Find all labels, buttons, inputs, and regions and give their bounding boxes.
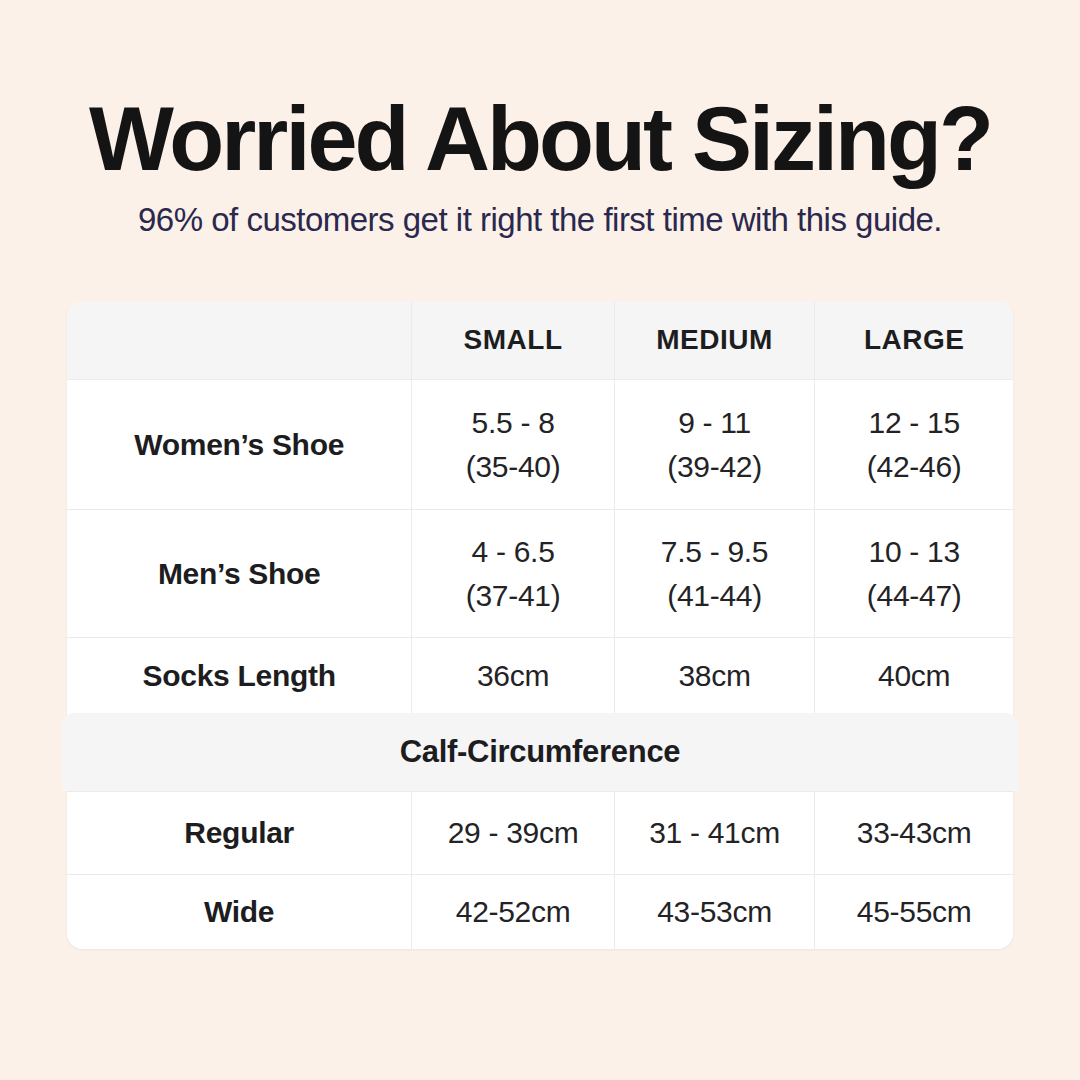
cell-value: 45-55cm xyxy=(857,890,972,934)
cell-regular-large: 33-43cm xyxy=(814,792,1013,874)
cell-value: 33-43cm xyxy=(857,811,972,855)
cell-wide-small: 42-52cm xyxy=(411,875,613,949)
table-row-socks-length: Socks Length 36cm 38cm 40cm xyxy=(67,637,1013,713)
cell-value: 31 - 41cm xyxy=(649,811,780,855)
cell-value: 12 - 15 xyxy=(869,401,960,445)
row-label-mens-shoe: Men’s Shoe xyxy=(67,510,411,637)
cell-value-secondary: (42-46) xyxy=(867,445,962,489)
cell-wide-large: 45-55cm xyxy=(814,875,1013,949)
column-header-small: SMALL xyxy=(411,301,613,379)
cell-value: 9 - 11 xyxy=(678,401,751,445)
cell-value-secondary: (35-40) xyxy=(466,445,561,489)
cell-value-secondary: (39-42) xyxy=(667,445,762,489)
table-row-mens-shoe: Men’s Shoe 4 - 6.5 (37-41) 7.5 - 9.5 (41… xyxy=(67,509,1013,637)
cell-mens-medium: 7.5 - 9.5 (41-44) xyxy=(614,510,815,637)
cell-regular-medium: 31 - 41cm xyxy=(614,792,815,874)
cell-socks-medium: 38cm xyxy=(614,638,815,713)
cell-value: 29 - 39cm xyxy=(448,811,579,855)
table-header-row: SMALL MEDIUM LARGE xyxy=(67,301,1013,379)
cell-value: 36cm xyxy=(477,654,549,698)
row-label-wide: Wide xyxy=(67,875,411,949)
table-row-womens-shoe: Women’s Shoe 5.5 - 8 (35-40) 9 - 11 (39-… xyxy=(67,379,1013,509)
cell-value: 4 - 6.5 xyxy=(472,530,555,574)
calf-circumference-title: Calf-Circumference xyxy=(400,734,681,770)
cell-womens-small: 5.5 - 8 (35-40) xyxy=(411,380,613,509)
row-label-regular: Regular xyxy=(67,792,411,874)
cell-socks-large: 40cm xyxy=(814,638,1013,713)
column-header-blank xyxy=(67,301,411,379)
cell-value: 42-52cm xyxy=(456,890,571,934)
page-title: Worried About Sizing? xyxy=(0,0,1080,189)
table-row-wide: Wide 42-52cm 43-53cm 45-55cm xyxy=(67,874,1013,949)
cell-womens-large: 12 - 15 (42-46) xyxy=(814,380,1013,509)
cell-value: 5.5 - 8 xyxy=(472,401,555,445)
cell-value: 38cm xyxy=(678,654,750,698)
row-label-womens-shoe: Women’s Shoe xyxy=(67,380,411,509)
cell-value: 40cm xyxy=(878,654,950,698)
column-header-medium: MEDIUM xyxy=(614,301,815,379)
cell-value-secondary: (37-41) xyxy=(466,574,561,618)
row-label-socks-length: Socks Length xyxy=(67,638,411,713)
cell-value: 43-53cm xyxy=(657,890,772,934)
page-subtitle: 96% of customers get it right the first … xyxy=(0,201,1080,239)
cell-value: 7.5 - 9.5 xyxy=(661,530,768,574)
cell-value-secondary: (44-47) xyxy=(867,574,962,618)
cell-womens-medium: 9 - 11 (39-42) xyxy=(614,380,815,509)
table-row-regular: Regular 29 - 39cm 31 - 41cm 33-43cm xyxy=(67,791,1013,874)
column-header-large: LARGE xyxy=(814,301,1013,379)
sizing-guide-graphic: Worried About Sizing? 96% of customers g… xyxy=(0,0,1080,1080)
cell-wide-medium: 43-53cm xyxy=(614,875,815,949)
size-table: SMALL MEDIUM LARGE Women’s Shoe 5.5 - 8 … xyxy=(67,301,1013,949)
cell-mens-large: 10 - 13 (44-47) xyxy=(814,510,1013,637)
cell-value: 10 - 13 xyxy=(869,530,960,574)
cell-regular-small: 29 - 39cm xyxy=(411,792,613,874)
calf-circumference-section-header: Calf-Circumference xyxy=(62,713,1018,791)
cell-value-secondary: (41-44) xyxy=(667,574,762,618)
cell-socks-small: 36cm xyxy=(411,638,613,713)
cell-mens-small: 4 - 6.5 (37-41) xyxy=(411,510,613,637)
